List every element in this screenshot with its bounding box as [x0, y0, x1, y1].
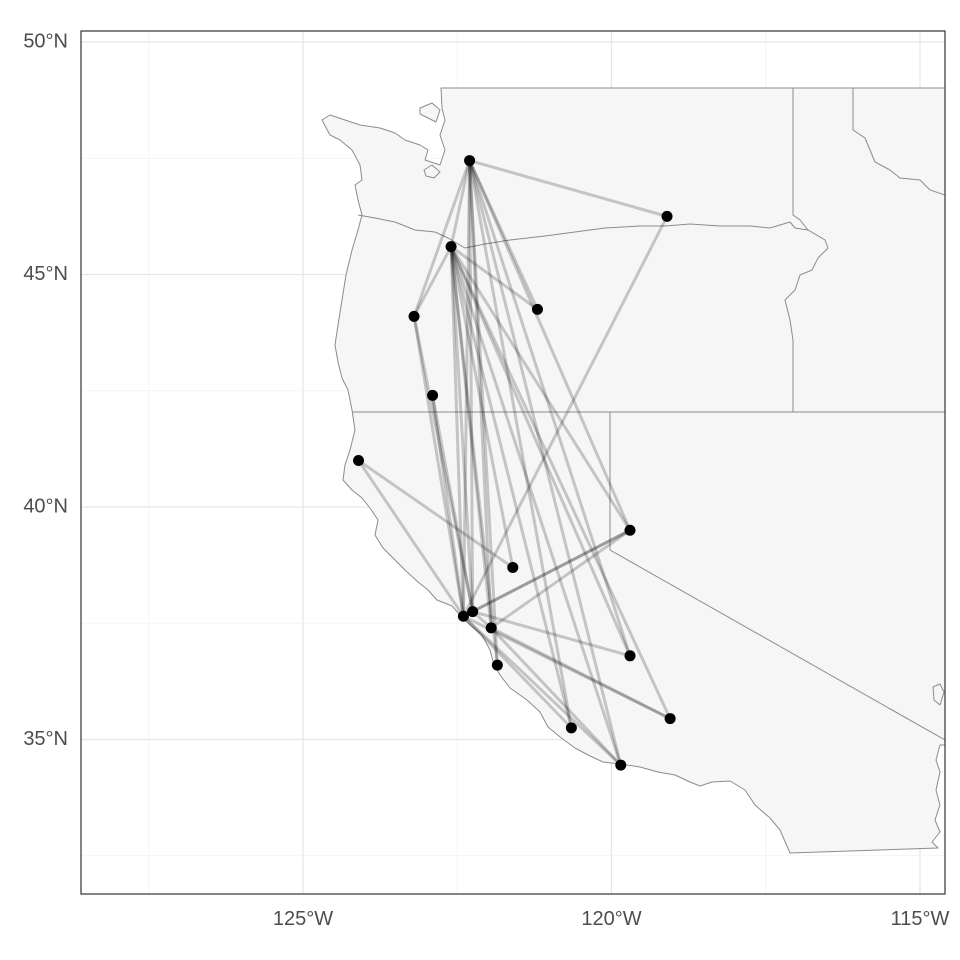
route-line — [357, 459, 514, 569]
western-us-landmass — [321, 87, 945, 854]
route-line — [462, 528, 631, 618]
plot-panel-frame — [80, 30, 946, 895]
route-line — [357, 459, 465, 618]
city-point — [457, 610, 469, 622]
wa-id-border — [792, 88, 809, 231]
city-point — [408, 310, 420, 322]
city-point — [507, 561, 519, 573]
city-point — [661, 210, 673, 222]
city-point — [467, 606, 479, 618]
route-line — [462, 615, 622, 767]
id-mt-border — [852, 88, 945, 196]
route-line — [490, 626, 671, 720]
route-line — [449, 246, 493, 629]
route-line — [468, 160, 573, 729]
route-line — [468, 160, 493, 628]
route-line — [449, 246, 573, 729]
city-point — [485, 622, 497, 634]
route-line — [449, 245, 632, 532]
city-point — [531, 303, 543, 315]
route-line — [449, 246, 623, 766]
route-line — [462, 614, 671, 720]
route-line — [449, 246, 475, 612]
city-point — [565, 722, 577, 734]
city-point — [664, 713, 676, 725]
lake-tahoe — [932, 683, 945, 706]
state-borders — [352, 88, 945, 741]
route-line — [431, 395, 465, 617]
route-line — [490, 626, 622, 767]
puget-island-2 — [423, 164, 441, 179]
route-line — [462, 615, 573, 729]
y-tick-label-50n: 50°N — [23, 30, 68, 52]
x-tick-label-125w: 125°W — [273, 908, 333, 930]
x-tick-label-120w: 120°W — [581, 908, 641, 930]
city-point — [624, 524, 636, 536]
route-line — [469, 159, 668, 218]
puget-island — [419, 102, 441, 123]
y-axis: 50°N 45°N 40°N 35°N — [23, 30, 68, 750]
routes-layer — [357, 159, 672, 767]
route-line — [472, 610, 631, 658]
cities-layer — [353, 155, 676, 771]
route-line — [449, 160, 472, 247]
city-point — [353, 455, 365, 466]
city-point — [615, 759, 627, 771]
route-line — [449, 245, 632, 657]
y-tick-label-40n: 40°N — [23, 495, 68, 517]
route-line — [449, 246, 499, 666]
city-point — [445, 241, 457, 253]
route-line — [450, 245, 539, 311]
route-line — [468, 160, 623, 766]
or-id-border — [784, 247, 829, 412]
route-line — [412, 245, 453, 318]
city-point — [464, 155, 476, 167]
y-tick-label-35n: 35°N — [23, 728, 68, 750]
route-line — [468, 160, 475, 612]
route-line — [449, 246, 465, 617]
route-line — [468, 160, 632, 657]
city-point — [427, 389, 439, 401]
route-line — [449, 245, 672, 720]
route-line — [462, 215, 669, 617]
ca-nv-border — [609, 412, 945, 741]
route-line — [412, 316, 465, 617]
y-tick-label-45n: 45°N — [23, 263, 68, 285]
route-line — [449, 246, 515, 568]
route-line — [412, 160, 472, 317]
route-line — [431, 395, 475, 612]
x-tick-label-115w: 115°W — [891, 908, 950, 930]
land-layer — [321, 87, 945, 854]
city-point — [491, 659, 503, 671]
route-line — [468, 159, 539, 310]
route-line — [461, 160, 472, 617]
route-line — [471, 528, 631, 613]
route-line — [468, 159, 632, 531]
route-line — [490, 529, 631, 630]
route-line — [412, 316, 475, 612]
route-line — [468, 160, 499, 666]
x-axis: 125°W 120°W 115°W — [273, 908, 950, 930]
wa-or-border — [357, 214, 829, 249]
city-point — [624, 650, 636, 662]
